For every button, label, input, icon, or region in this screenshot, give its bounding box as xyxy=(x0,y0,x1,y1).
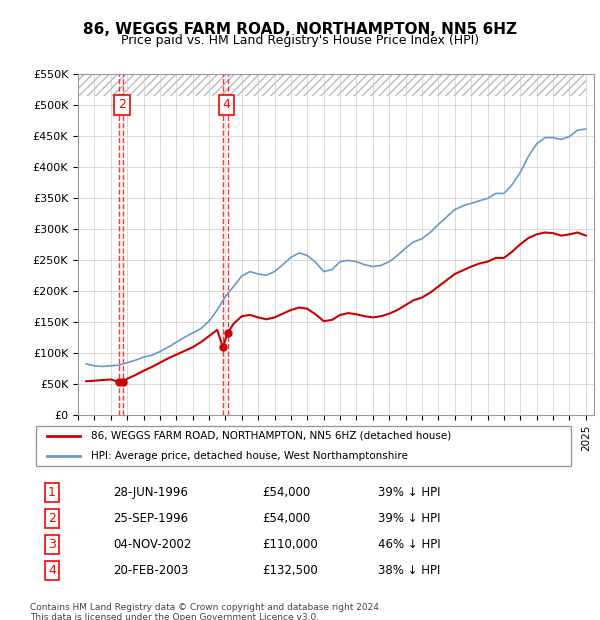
Bar xyxy=(422,74,439,96)
Text: 46% ↓ HPI: 46% ↓ HPI xyxy=(378,538,440,551)
Bar xyxy=(340,74,356,96)
Text: Price paid vs. HM Land Registry's House Price Index (HPI): Price paid vs. HM Land Registry's House … xyxy=(121,34,479,47)
Text: 39% ↓ HPI: 39% ↓ HPI xyxy=(378,512,440,525)
Bar xyxy=(127,74,143,96)
Bar xyxy=(324,74,340,96)
Bar xyxy=(455,74,471,96)
Bar xyxy=(439,74,455,96)
Text: 39% ↓ HPI: 39% ↓ HPI xyxy=(378,486,440,499)
Text: HPI: Average price, detached house, West Northamptonshire: HPI: Average price, detached house, West… xyxy=(91,451,407,461)
Bar xyxy=(275,74,291,96)
Text: 3: 3 xyxy=(48,538,56,551)
Bar xyxy=(471,74,488,96)
Text: 20-FEB-2003: 20-FEB-2003 xyxy=(113,564,188,577)
Bar xyxy=(226,74,242,96)
Bar xyxy=(520,74,536,96)
Text: 04-NOV-2002: 04-NOV-2002 xyxy=(113,538,191,551)
Bar xyxy=(242,74,258,96)
Bar xyxy=(78,74,94,96)
Bar xyxy=(94,74,111,96)
Text: 1: 1 xyxy=(48,486,56,499)
Text: Contains HM Land Registry data © Crown copyright and database right 2024.
This d: Contains HM Land Registry data © Crown c… xyxy=(30,603,382,620)
Bar xyxy=(143,74,160,96)
Bar xyxy=(389,74,406,96)
Text: £54,000: £54,000 xyxy=(262,512,310,525)
Text: £54,000: £54,000 xyxy=(262,486,310,499)
Text: 25-SEP-1996: 25-SEP-1996 xyxy=(113,512,188,525)
Text: 86, WEGGS FARM ROAD, NORTHAMPTON, NN5 6HZ (detached house): 86, WEGGS FARM ROAD, NORTHAMPTON, NN5 6H… xyxy=(91,431,451,441)
Bar xyxy=(553,74,569,96)
Bar xyxy=(536,74,553,96)
Text: 38% ↓ HPI: 38% ↓ HPI xyxy=(378,564,440,577)
Text: £110,000: £110,000 xyxy=(262,538,317,551)
Text: 4: 4 xyxy=(48,564,56,577)
Bar xyxy=(209,74,226,96)
Text: 4: 4 xyxy=(223,99,230,112)
Bar xyxy=(291,74,307,96)
Bar xyxy=(307,74,324,96)
Bar xyxy=(111,74,127,96)
Bar xyxy=(504,74,520,96)
Text: £132,500: £132,500 xyxy=(262,564,317,577)
Bar xyxy=(356,74,373,96)
Bar xyxy=(488,74,504,96)
Bar xyxy=(176,74,193,96)
Bar xyxy=(569,74,586,96)
Text: 2: 2 xyxy=(118,99,126,112)
Bar xyxy=(406,74,422,96)
Bar xyxy=(373,74,389,96)
Text: 86, WEGGS FARM ROAD, NORTHAMPTON, NN5 6HZ: 86, WEGGS FARM ROAD, NORTHAMPTON, NN5 6H… xyxy=(83,22,517,37)
Bar xyxy=(258,74,275,96)
Bar xyxy=(193,74,209,96)
Bar xyxy=(160,74,176,96)
Text: 28-JUN-1996: 28-JUN-1996 xyxy=(113,486,188,499)
FancyBboxPatch shape xyxy=(35,426,571,466)
Text: 2: 2 xyxy=(48,512,56,525)
